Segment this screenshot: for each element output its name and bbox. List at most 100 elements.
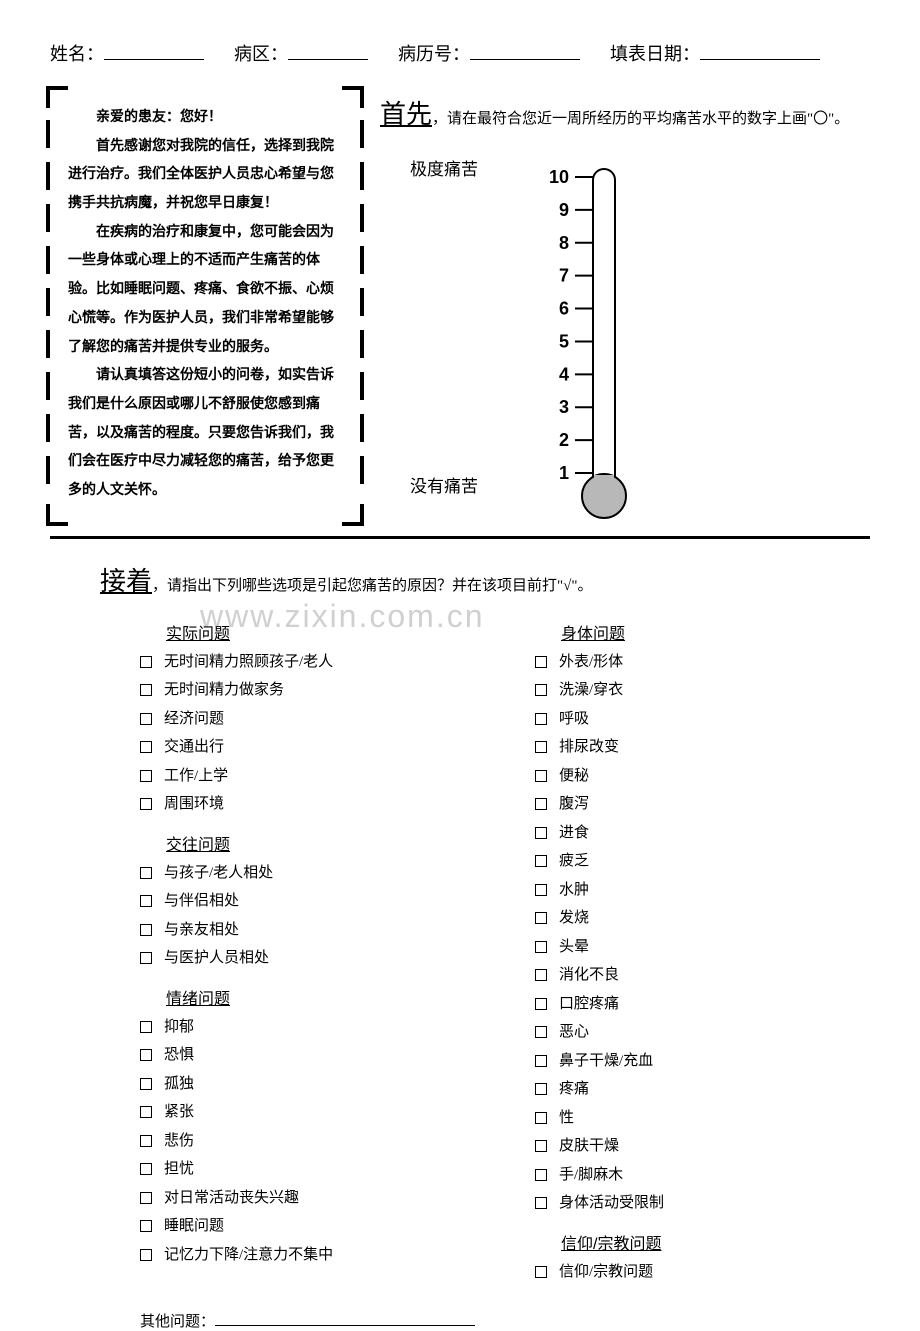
checklist-item: 外表/形体	[535, 648, 870, 677]
checkbox[interactable]	[535, 1169, 547, 1181]
checkbox[interactable]	[535, 941, 547, 953]
checkbox[interactable]	[535, 998, 547, 1010]
checkbox[interactable]	[535, 912, 547, 924]
checklist-item-label: 睡眠问题	[164, 1212, 224, 1241]
checkbox[interactable]	[140, 798, 152, 810]
checkbox[interactable]	[140, 1192, 152, 1204]
svg-text:5: 5	[559, 331, 569, 351]
intro-box: 亲爱的患友：您好！ 首先感谢您对我院的信任，选择到我院进行治疗。我们全体医护人员…	[50, 90, 360, 522]
mid-section: 亲爱的患友：您好！ 首先感谢您对我院的信任，选择到我院进行治疗。我们全体医护人员…	[50, 90, 870, 522]
checkbox[interactable]	[535, 969, 547, 981]
svg-text:2: 2	[559, 430, 569, 450]
checklist-item: 头晕	[535, 933, 870, 962]
checklist-item: 发烧	[535, 904, 870, 933]
intro-paragraph-2: 请认真填答这份短小的问卷，如实告诉我们是什么原因或哪儿不舒服使您感到痛苦，以及痛…	[68, 360, 342, 503]
checklist-item: 恶心	[535, 1018, 870, 1047]
checklist-item: 信仰/宗教问题	[535, 1258, 870, 1287]
checkbox[interactable]	[535, 656, 547, 668]
checkbox[interactable]	[140, 1163, 152, 1175]
checklist-item: 身体活动受限制	[535, 1189, 870, 1218]
checklist-item: 记忆力下降/注意力不集中	[140, 1241, 475, 1270]
checklist-item-label: 水肿	[559, 876, 589, 905]
svg-text:10: 10	[549, 167, 569, 187]
checklist-item-label: 皮肤干燥	[559, 1132, 619, 1161]
checkbox[interactable]	[140, 684, 152, 696]
checkbox[interactable]	[140, 713, 152, 725]
header-label: 病历号：	[398, 40, 470, 66]
checkbox[interactable]	[140, 952, 152, 964]
header-input-line[interactable]	[700, 40, 820, 60]
header-input-line[interactable]	[288, 40, 368, 60]
checkbox[interactable]	[535, 1026, 547, 1038]
checkbox[interactable]	[535, 884, 547, 896]
checklist-item: 担忧	[140, 1155, 475, 1184]
checkbox[interactable]	[535, 855, 547, 867]
checkbox[interactable]	[535, 798, 547, 810]
checkbox[interactable]	[535, 1083, 547, 1095]
checkbox[interactable]	[535, 770, 547, 782]
checklist-item: 进食	[535, 819, 870, 848]
checklist-item: 疼痛	[535, 1075, 870, 1104]
checklist-item: 工作/上学	[140, 762, 475, 791]
corner-tl	[46, 86, 68, 108]
checkbox[interactable]	[535, 1197, 547, 1209]
header-label: 病区：	[234, 40, 288, 66]
checkbox[interactable]	[535, 1266, 547, 1278]
checkbox[interactable]	[140, 1021, 152, 1033]
checkbox[interactable]	[140, 895, 152, 907]
checkbox[interactable]	[535, 827, 547, 839]
checkbox[interactable]	[140, 1220, 152, 1232]
checkbox[interactable]	[140, 1049, 152, 1061]
header-field-1: 病区：	[234, 40, 368, 66]
checklist-item: 经济问题	[140, 705, 475, 734]
checkbox[interactable]	[535, 741, 547, 753]
checklist-item: 便秘	[535, 762, 870, 791]
checklist-item: 消化不良	[535, 961, 870, 990]
corner-br	[342, 504, 364, 526]
svg-text:7: 7	[559, 266, 569, 286]
checklist-item-label: 无时间精力做家务	[164, 676, 284, 705]
checkbox[interactable]	[140, 867, 152, 879]
checklist-item: 手/脚麻木	[535, 1161, 870, 1190]
thermo-bottom-label: 没有痛苦	[410, 472, 478, 497]
checkbox[interactable]	[140, 1249, 152, 1261]
thermometer-svg: 10987654321	[498, 151, 648, 531]
checklist-item-label: 排尿改变	[559, 733, 619, 762]
checkbox[interactable]	[535, 1140, 547, 1152]
checkbox[interactable]	[535, 713, 547, 725]
header-input-line[interactable]	[104, 40, 204, 60]
checkbox[interactable]	[140, 656, 152, 668]
checklist-item-label: 经济问题	[164, 705, 224, 734]
checkbox[interactable]	[140, 741, 152, 753]
svg-text:1: 1	[559, 463, 569, 483]
category-title: 实际问题	[166, 620, 230, 644]
checklist-item-label: 恶心	[559, 1018, 589, 1047]
second-instruction: 接着，请指出下列哪些选项是引起您痛苦的原因？并在该项目前打"√"。	[100, 561, 870, 598]
svg-text:3: 3	[559, 397, 569, 417]
checklist-item-label: 抑郁	[164, 1013, 194, 1042]
header-input-line[interactable]	[470, 40, 580, 60]
header-field-0: 姓名：	[50, 40, 204, 66]
checkbox[interactable]	[535, 684, 547, 696]
checkbox[interactable]	[140, 1135, 152, 1147]
checkbox[interactable]	[140, 770, 152, 782]
checklist-item: 悲伤	[140, 1127, 475, 1156]
checklist-item-label: 性	[559, 1104, 574, 1133]
header-field-2: 病历号：	[398, 40, 580, 66]
checklist-item-label: 口腔疼痛	[559, 990, 619, 1019]
checkbox[interactable]	[140, 924, 152, 936]
thermometer-graphic[interactable]: 10987654321	[498, 151, 648, 521]
checkbox[interactable]	[140, 1106, 152, 1118]
checklist-item: 鼻子干燥/充血	[535, 1047, 870, 1076]
category-title: 交往问题	[166, 831, 230, 855]
corner-bl	[46, 504, 68, 526]
checkbox[interactable]	[535, 1055, 547, 1067]
checkbox[interactable]	[535, 1112, 547, 1124]
other-input-line[interactable]	[215, 1308, 475, 1326]
checklist-item-label: 工作/上学	[164, 762, 228, 791]
checklist-item-label: 担忧	[164, 1155, 194, 1184]
checklist-item: 交通出行	[140, 733, 475, 762]
checklist-item: 抑郁	[140, 1013, 475, 1042]
checkbox[interactable]	[140, 1078, 152, 1090]
checklist-item: 无时间精力照顾孩子/老人	[140, 648, 475, 677]
